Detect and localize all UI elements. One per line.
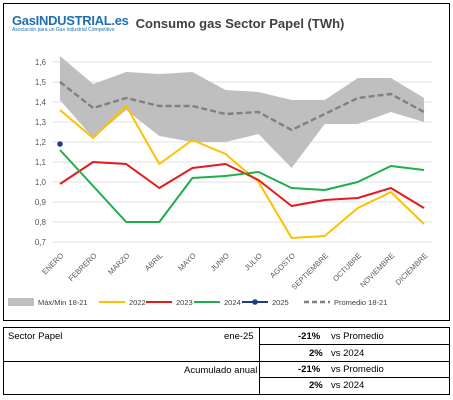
x-tick-label: FEBRERO — [66, 251, 98, 283]
y-tick-label: 1,4 — [35, 98, 47, 107]
logo-text: GasINDUSTRIAL.es — [12, 13, 129, 28]
sector-label: Sector Papel — [8, 331, 63, 342]
table-divider — [259, 344, 449, 345]
logo-tagline: Asociación para un Gas Industrial Compet… — [12, 27, 115, 33]
x-tick-label: MARZO — [106, 251, 132, 277]
series-point-2025 — [57, 141, 63, 147]
y-tick-label: 1,3 — [35, 118, 47, 127]
x-tick-label: JULIO — [243, 251, 265, 273]
table-divider — [449, 328, 450, 394]
acumulado-label: Acumulado anual — [184, 365, 258, 376]
y-tick-label: 0,8 — [35, 218, 47, 227]
x-tick-label: ENERO — [40, 251, 65, 276]
table-divider — [259, 377, 449, 378]
logo: GasINDUSTRIAL.es Asociación para un Gas … — [12, 14, 129, 33]
pct-label: vs Promedio — [331, 331, 384, 342]
y-tick-label: 0,7 — [35, 238, 47, 247]
x-axis-ticks: ENERO FEBRERO MARZO ABRIL MAYO JUNIO JULIO AGOS… — [40, 251, 429, 292]
table-divider — [4, 361, 449, 362]
y-axis-ticks: 0,7 0,8 0,9 1,0 1,1 1,2 1,3 1,4 1,5 1,6 — [35, 58, 47, 247]
y-tick-label: 1,6 — [35, 58, 47, 67]
pct-value: 2% — [309, 380, 323, 391]
x-tick-label: MAYO — [176, 251, 198, 273]
y-tick-label: 1,5 — [35, 78, 47, 87]
series-line-2024 — [59, 149, 425, 223]
chart-title: Consumo gas Sector Papel (TWh) — [136, 16, 345, 31]
series-line-promedio-18-21 — [59, 81, 425, 132]
chart: 0,7 0,8 0,9 1,0 1,1 1,2 1,3 1,4 1,5 1,6 ENERO FEBR… — [8, 16, 432, 307]
grid — [52, 61, 432, 243]
x-tick-label: NOVIEMBRE — [358, 251, 396, 289]
y-tick-label: 1,1 — [35, 158, 47, 167]
summary-table: Sector Papel ene-25 Acumulado anual -21%… — [3, 327, 450, 395]
pct-label: vs 2024 — [331, 348, 365, 359]
x-tick-label: JUNIO — [209, 251, 231, 273]
legend-label: 2023 — [176, 298, 193, 307]
pct-value: -21% — [298, 364, 321, 375]
x-tick-label: AGOSTO — [268, 251, 297, 280]
legend-label: Promedio 18-21 — [334, 298, 387, 307]
y-tick-label: 0,9 — [35, 198, 47, 207]
y-tick-label: 1,2 — [35, 138, 47, 147]
series-line-2022 — [59, 105, 425, 239]
pct-value: -21% — [298, 331, 321, 342]
pct-label: vs 2024 — [331, 380, 365, 391]
y-tick-label: 1,0 — [35, 178, 47, 187]
series-lines — [57, 81, 425, 239]
pct-label: vs Promedio — [331, 364, 384, 375]
legend-label: Máx/Min 18-21 — [38, 298, 88, 307]
series-line-2023 — [59, 161, 425, 209]
period-label: ene-25 — [224, 331, 254, 342]
legend: Máx/Min 18-21 2022 2023 2024 2025 Promedio 18… — [8, 298, 387, 307]
legend-label: 2025 — [272, 298, 289, 307]
legend-label: 2022 — [129, 298, 146, 307]
legend-symbol — [252, 299, 258, 305]
x-tick-label: OCTUBRE — [331, 251, 363, 283]
x-tick-label: DICIEMBRE — [394, 251, 430, 287]
pct-value: 2% — [309, 348, 323, 359]
legend-symbol — [8, 298, 34, 306]
x-tick-label: ABRIL — [143, 251, 165, 273]
chart-frame: 0,7 0,8 0,9 1,0 1,1 1,2 1,3 1,4 1,5 1,6 ENERO FEBR… — [3, 3, 450, 321]
legend-label: 2024 — [224, 298, 241, 307]
